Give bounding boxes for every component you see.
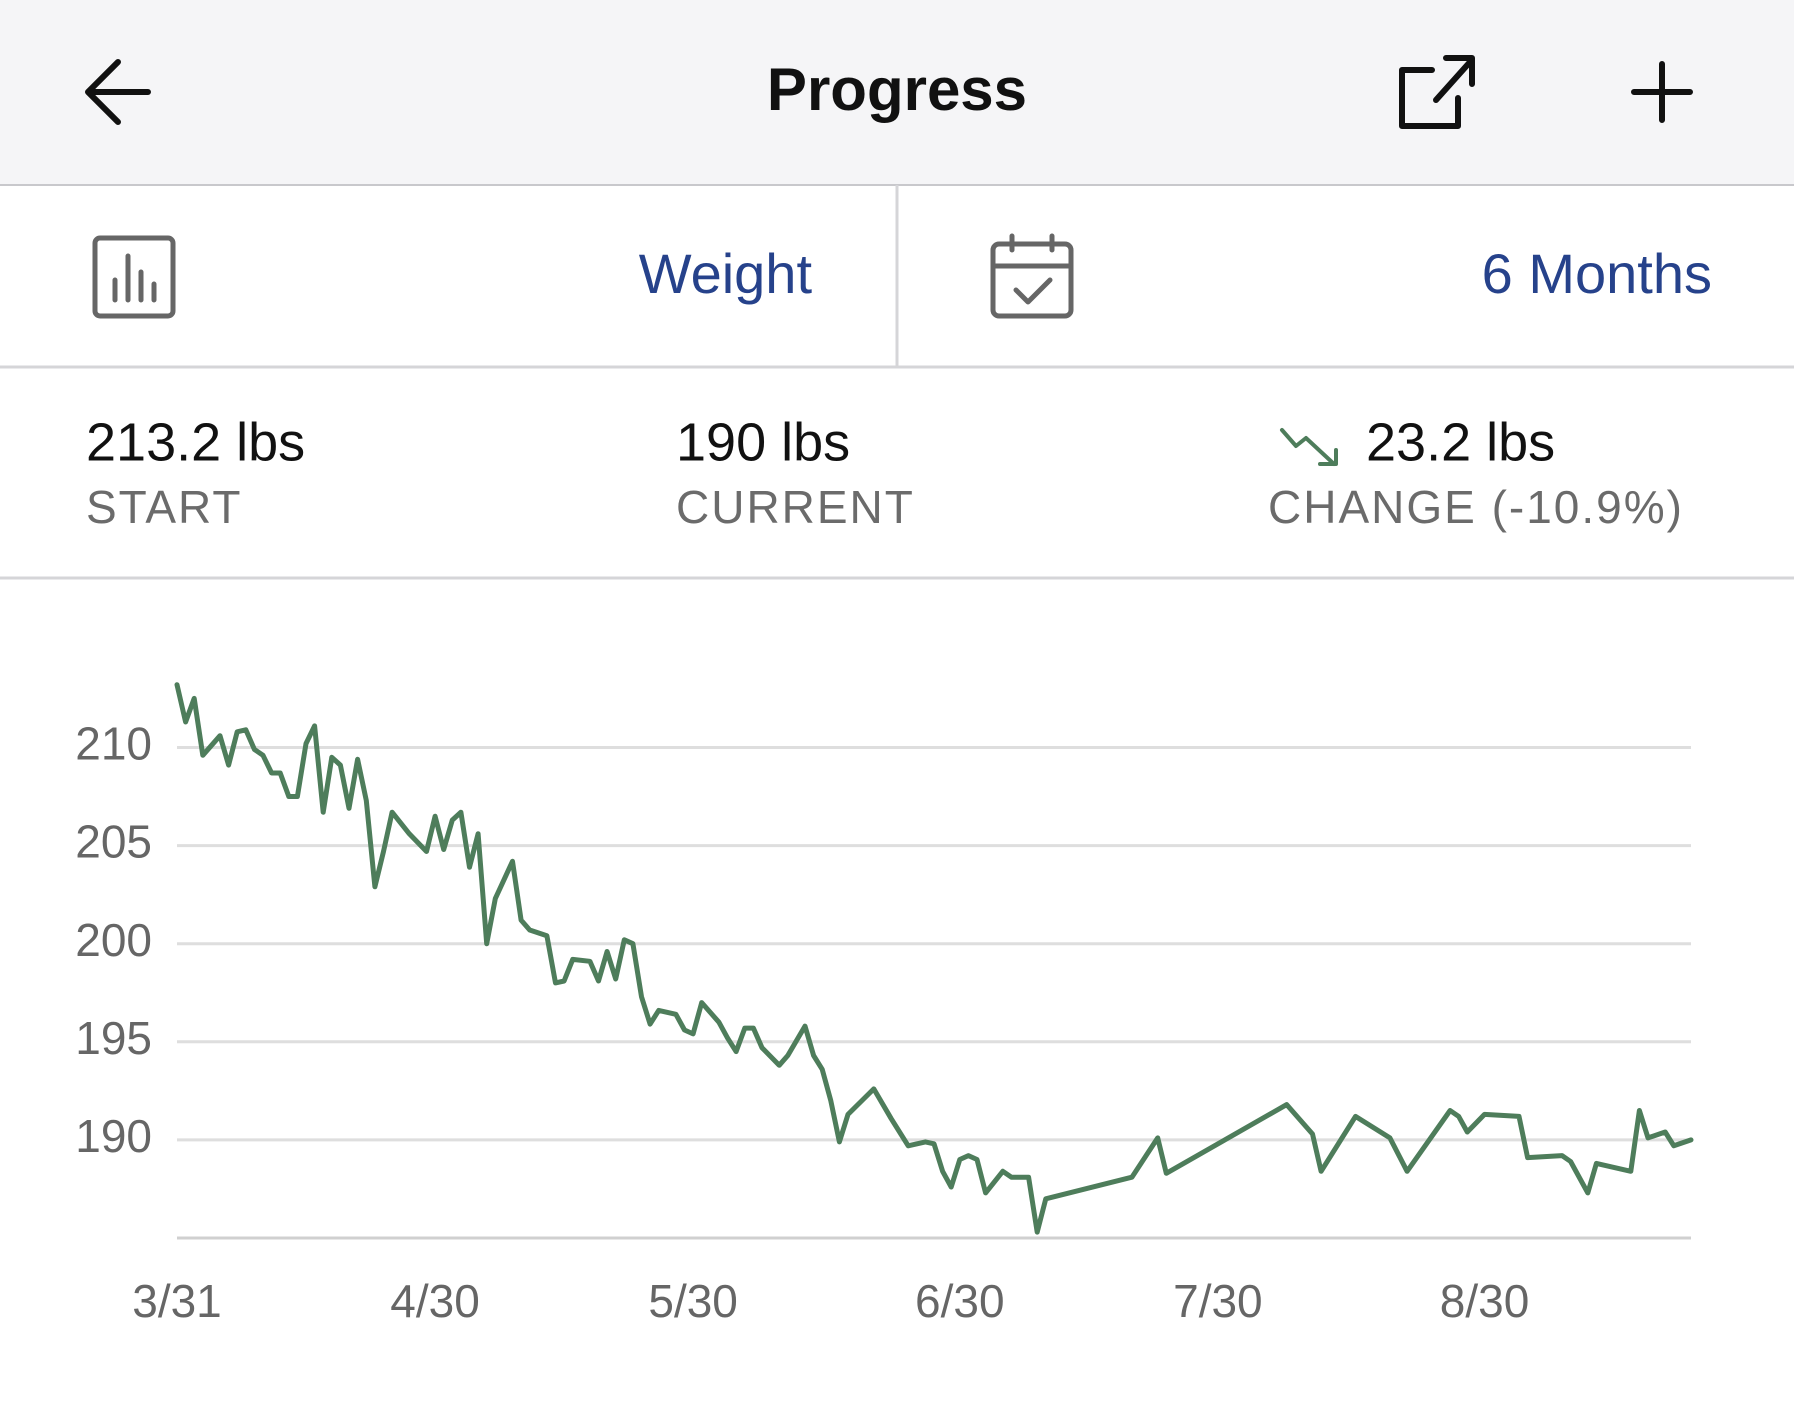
range-selector[interactable]: 6 Months [990,233,1712,319]
x-tick-label: 5/30 [648,1275,738,1327]
share-button[interactable] [1399,55,1475,129]
stat-value: 23.2 lbs [1366,412,1555,472]
stat-label: CURRENT [676,481,915,533]
back-button[interactable] [85,59,151,125]
stat-label: CHANGE (-10.9%) [1268,481,1684,533]
y-tick-label: 195 [75,1012,152,1064]
calendar-icon [990,233,1074,319]
x-tick-label: 6/30 [915,1275,1005,1327]
x-tick-label: 8/30 [1440,1275,1530,1327]
chart-icon [92,235,176,319]
x-tick-label: 3/31 [132,1275,222,1327]
metric-value: Weight [639,242,813,305]
range-value: 6 Months [1482,242,1712,305]
weight-line [174,682,1694,1235]
stat-label: START [86,481,243,533]
x-tick-label: 4/30 [390,1275,480,1327]
x-tick-label: 7/30 [1173,1275,1263,1327]
y-tick-label: 205 [75,816,152,868]
nav-title: Progress [767,56,1027,123]
stat-value: 213.2 lbs [86,412,305,472]
y-tick-label: 200 [75,914,152,966]
add-button[interactable] [1631,61,1693,123]
trend-icon [1280,428,1338,466]
nav-bar [0,0,1794,185]
y-tick-label: 190 [75,1110,152,1162]
y-tick-label: 210 [75,718,152,770]
stat-value: 190 lbs [676,412,850,472]
metric-selector[interactable]: Weight [92,235,813,319]
